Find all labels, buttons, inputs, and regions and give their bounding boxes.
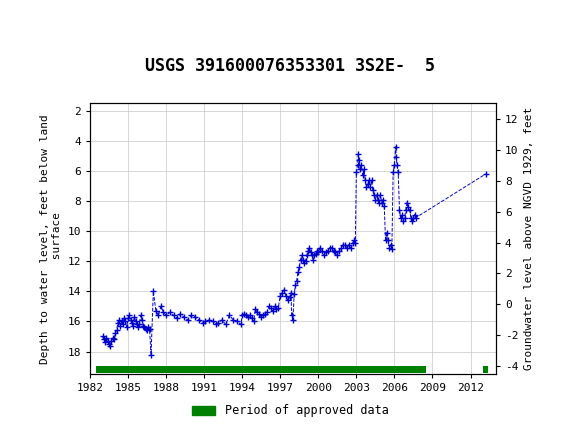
Y-axis label: Groundwater level above NGVD 1929, feet: Groundwater level above NGVD 1929, feet [524,107,534,370]
Y-axis label: Depth to water level, feet below land
 surface: Depth to water level, feet below land su… [40,114,62,363]
Text: ▧ USGS: ▧ USGS [10,11,77,26]
Legend: Period of approved data: Period of approved data [187,399,393,422]
Text: USGS 391600076353301 3S2E-  5: USGS 391600076353301 3S2E- 5 [145,57,435,75]
